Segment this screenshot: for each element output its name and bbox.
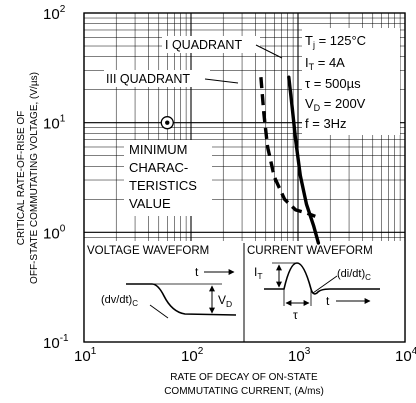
condition-f: f = 3Hz bbox=[305, 116, 347, 131]
voltage-waveform-title: VOLTAGE WAVEFORM bbox=[87, 245, 209, 257]
dvdt-leader bbox=[149, 304, 169, 319]
minimum-label-line-1: MINIMUM bbox=[129, 142, 188, 157]
y-tick-label: 10-1 bbox=[43, 333, 69, 352]
x-axis-title-line-2: COMMUTATING CURRENT, (A/ms) bbox=[164, 386, 324, 397]
current-time-label: t bbox=[326, 294, 330, 308]
didt-leader bbox=[312, 275, 338, 294]
didt-label: (di/dt)C bbox=[337, 268, 371, 282]
voltage-waveform-trace bbox=[126, 283, 237, 316]
label-iii-quadrant: III QUADRANT bbox=[106, 72, 190, 86]
series-i-quadrant-line bbox=[287, 75, 321, 245]
current-waveform-inset: CURRENT WAVEFORM IT τ (di/dt)C t bbox=[247, 245, 380, 322]
minimum-label-line-4: VALUE bbox=[129, 196, 171, 211]
x-tick-label: 103 bbox=[288, 346, 311, 365]
label-i-quadrant-background bbox=[162, 36, 260, 53]
dvdt-label: (dv/dt)C bbox=[101, 294, 138, 308]
x-tick-label: 102 bbox=[181, 346, 204, 365]
y-tick-label: 102 bbox=[43, 4, 66, 23]
vd-label: VD bbox=[218, 293, 232, 309]
x-axis-title-line-1: RATE OF DECAY OF ON-STATE bbox=[170, 372, 318, 383]
minimum-label-line-3: TERISTICS bbox=[129, 178, 197, 193]
label-i-quadrant: I QUADRANT bbox=[165, 38, 242, 52]
plot-frame bbox=[83, 12, 406, 343]
tau-label: τ bbox=[293, 308, 298, 322]
y-axis-title-line-1: CRITICAL RATE-OF-RISE OF bbox=[16, 111, 27, 245]
condition-tau: τ = 500µs bbox=[305, 76, 361, 91]
label-iii-quadrant-leader bbox=[204, 78, 239, 84]
y-tick-label: 100 bbox=[43, 223, 66, 242]
condition-tj: Tj = 125°C bbox=[305, 33, 366, 50]
y-tick-labels: 10-1 100 101 102 bbox=[43, 4, 69, 352]
minimum-label-line-2: CHARAC- bbox=[129, 160, 188, 175]
voltage-time-label: t bbox=[195, 265, 199, 279]
condition-it: IT = 4A bbox=[305, 55, 345, 72]
y-tick-label: 101 bbox=[43, 114, 66, 133]
label-iii-quadrant-background bbox=[104, 70, 210, 87]
it-label: IT bbox=[254, 265, 263, 281]
minimum-label-background bbox=[124, 140, 212, 216]
x-tick-label: 104 bbox=[395, 346, 416, 365]
x-tick-labels: 101 102 103 104 bbox=[74, 346, 416, 365]
voltage-waveform-inset: VOLTAGE WAVEFORM t VD (dv/dt)C bbox=[87, 245, 237, 319]
current-waveform-title: CURRENT WAVEFORM bbox=[247, 245, 373, 257]
minimum-value-marker bbox=[160, 116, 174, 130]
conditions-background bbox=[302, 28, 400, 135]
series-iii-quadrant-line bbox=[259, 77, 316, 218]
x-tick-label: 101 bbox=[74, 346, 97, 365]
condition-vd: VD = 200V bbox=[305, 96, 366, 113]
label-i-quadrant-leader bbox=[255, 44, 283, 59]
y-axis-title-line-2: OFF-STATE COMMUTATING VOLTAGE, (V/µs) bbox=[29, 72, 40, 284]
